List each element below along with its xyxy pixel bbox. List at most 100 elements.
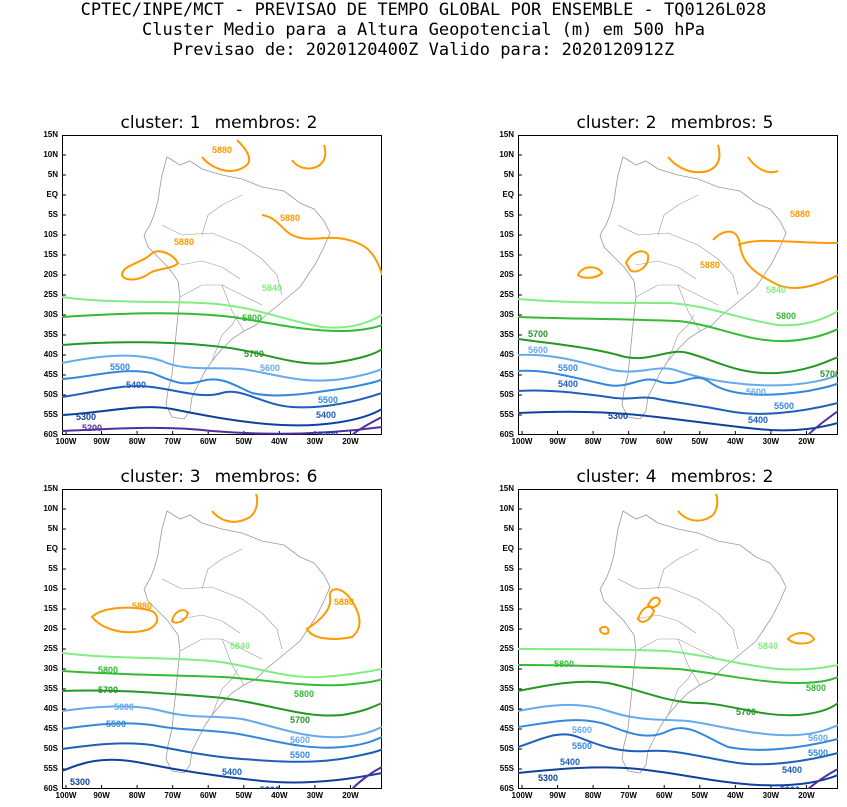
panel-cluster-number: 1 [189,113,201,133]
country-border [717,258,739,296]
country-border [179,614,241,634]
lon-tick-label: 100W [55,437,77,446]
chart-title-line3: Previsao de: 2020120400Z Valido para: 20… [172,40,675,60]
coastline [143,510,331,774]
lat-tick-label: 35S [499,330,514,339]
contour-line [62,758,382,784]
contour-label: 5500 [290,750,310,760]
lat-tick-label: 5S [504,210,514,219]
lat-tick-label: EQ [46,544,58,553]
lat-tick-label: 15N [43,484,58,493]
chart-title-line2: Cluster Medio para a Altura Geopotencial… [142,20,705,40]
contour-line [351,766,382,789]
map-panel-cluster-1: cluster: 1 membros: 2 15N 10N 5N EQ 5S 10S 15S 20S 2… [0,113,400,453]
lat-tick-label: 10N [43,150,58,159]
contour-label: 5600 [260,363,280,373]
contour-label: 5400 [558,379,578,389]
contour-line [667,144,721,174]
contour-label: 5700 [244,349,264,359]
contour-line [624,250,650,273]
lat-tick-label: 45S [43,724,58,733]
lat-tick-label: 40S [43,704,58,713]
lat-tick-label: 20S [499,624,514,633]
contour-line [518,719,838,751]
country-border [161,224,263,260]
country-border [261,258,283,296]
contour-label: 5500 [318,395,338,405]
contour-label: 5880 [790,209,810,219]
lon-tick-label: 30W [306,791,324,800]
contour-line [62,426,382,435]
contour-line [62,742,382,763]
contour-label: 5400 [782,765,802,775]
contour-label: 5300 [538,773,558,783]
lat-tick-label: 15S [499,250,514,259]
contour-label: 5880 [700,260,720,270]
lat-tick-label: 10N [499,150,514,159]
contour-label: 5840 [766,285,786,295]
lat-tick-label: 10S [43,230,58,239]
contour-line [62,370,382,397]
lon-tick-label: 80W [584,791,602,800]
panel-cluster-label: cluster: [120,113,184,133]
lat-tick-label: 15N [499,484,514,493]
lat-tick-label: 35S [499,684,514,693]
lon-tick-label: 60W [655,437,673,446]
lon-tick-label: 70W [164,437,181,446]
panel-members-label: membros: [214,467,301,487]
lat-tick-label: 60S [499,784,514,793]
country-border [221,284,245,332]
contour-line [62,670,382,687]
contour-label: 5880 [132,601,152,611]
contour-label: 5700 [736,707,756,717]
lat-tick-label: 55S [499,764,514,773]
contour-line [807,410,838,435]
lat-tick-label: 40S [499,350,514,359]
contour-label: 5500 [106,719,126,729]
lat-tick-label: 35S [43,330,58,339]
contour-line [261,214,382,276]
contour-line [518,733,838,766]
lon-tick-label: 20W [798,791,815,800]
panel-title: cluster: 4 membros: 2 [518,467,838,487]
lon-tick-label: 80W [128,437,146,446]
country-border [201,548,243,590]
lat-tick-label: 10S [43,584,58,593]
lat-tick-label: 45S [499,724,514,733]
lat-tick-label: 40S [499,704,514,713]
map-panel-cluster-2: cluster: 2 membros: 5 15N 10N 5N EQ 5S 10S 15S 20S 2… [456,113,847,453]
contour-line [518,664,838,685]
lat-tick-label: 20S [499,270,514,279]
lat-tick-label: 55S [43,764,58,773]
panel-cluster-number: 3 [189,467,201,487]
country-border [261,612,283,650]
country-border [179,260,241,280]
country-border [667,314,695,362]
lat-tick-label: 50S [499,744,514,753]
lat-tick-label: 50S [43,744,58,753]
lat-tick-label: 30S [43,664,58,673]
panel-members-number: 2 [306,113,318,133]
contour-map: 5880 5880 5840 5800 5700 5700 5600 5600 5500 5500… [518,135,838,435]
lon-tick-label: 70W [620,791,637,800]
contour-line [518,316,838,343]
contour-line [351,416,382,435]
contour-label: 5400 [222,767,242,777]
contour-label: 5800 [554,659,574,669]
contour-line [62,354,382,382]
contour-line [62,722,382,749]
lon-tick-label: 70W [164,791,181,800]
lon-tick-label: 20W [342,791,359,800]
contour-line [518,703,838,737]
contour-line [518,338,838,375]
contour-line [518,648,838,671]
contour-label: 5500 [808,748,828,758]
lat-tick-label: 45S [499,370,514,379]
contour-label: 5800 [806,683,826,693]
lat-tick-label: 10N [43,504,58,513]
lon-tick-label: 80W [584,437,602,446]
lon-tick-label: 20W [342,437,359,446]
lat-tick-label: 15N [499,130,514,139]
lon-tick-label: 60W [199,437,217,446]
contour-line [518,353,838,387]
